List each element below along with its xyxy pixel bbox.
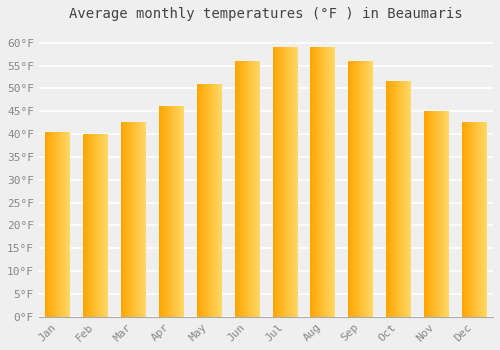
Title: Average monthly temperatures (°F ) in Beaumaris: Average monthly temperatures (°F ) in Be…	[69, 7, 462, 21]
